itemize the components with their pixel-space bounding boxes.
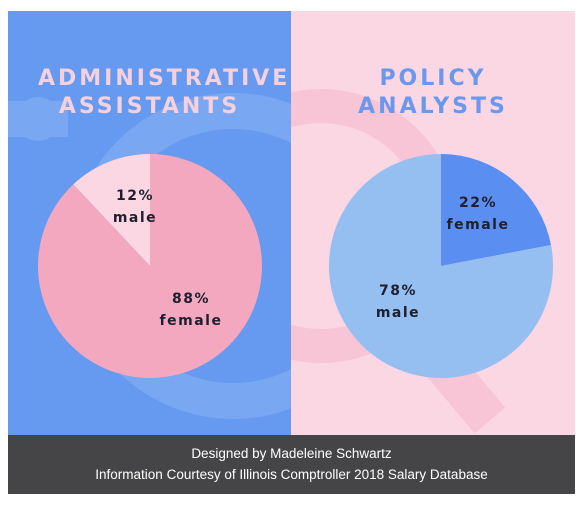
pie-slice-female — [441, 154, 552, 266]
right-panel: POLICY ANALYSTS 22% female 78% male — [291, 11, 575, 435]
infographic: ADMINISTRATIVE ASSISTANTS 12% male 88% f… — [8, 11, 575, 494]
right-title-line: POLICY ANALYSTS — [358, 66, 508, 119]
designer-credit: Designed by Madeleine Schwartz — [191, 446, 392, 461]
left-panel: ADMINISTRATIVE ASSISTANTS 12% male 88% f… — [8, 11, 291, 435]
right-chart-title: POLICY ANALYSTS — [291, 65, 575, 121]
left-chart-title: ADMINISTRATIVE ASSISTANTS — [8, 65, 291, 121]
slice-category: male — [112, 210, 158, 226]
slice-category: female — [159, 313, 223, 329]
slice-category: female — [446, 217, 510, 233]
slice-label-male: 78% male — [353, 280, 443, 324]
slice-label-female: 22% female — [433, 192, 523, 236]
pie-slice-male — [73, 154, 150, 266]
slice-percent: 22% — [458, 195, 497, 211]
left-title-line: ADMINISTRATIVE ASSISTANTS — [38, 66, 291, 119]
pie-chart-policy-analysts — [329, 154, 553, 379]
slice-label-male: 12% male — [90, 185, 180, 229]
slice-percent: 88% — [171, 291, 210, 307]
pie-slice-male — [329, 154, 553, 379]
slice-label-female: 88% female — [146, 288, 236, 332]
slice-category: male — [375, 305, 421, 321]
slice-percent: 78% — [378, 283, 417, 299]
credits-footer: Designed by Madeleine Schwartz Informati… — [8, 435, 575, 494]
pie-chart-administrative-assistants — [38, 154, 262, 379]
data-source-credit: Information Courtesy of Illinois Comptro… — [95, 467, 488, 482]
pie-slice-female — [38, 154, 262, 379]
slice-percent: 12% — [115, 188, 154, 204]
